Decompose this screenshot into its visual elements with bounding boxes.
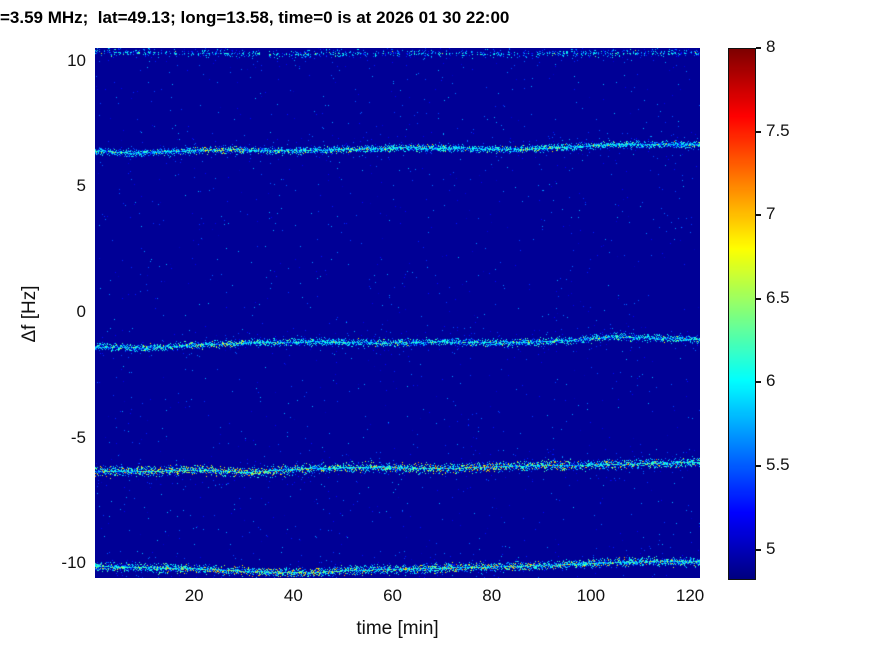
colorbar-tick-mark [756, 548, 761, 551]
y-axis-tick-label: -10 [61, 553, 86, 573]
colorbar-tick-mark [756, 297, 761, 300]
colorbar-tick-label: 6.5 [766, 287, 790, 307]
colorbar-tick-mark [756, 47, 761, 49]
y-axis-tick-label: 10 [67, 50, 86, 70]
x-axis-tick-label: 60 [383, 586, 402, 605]
x-axis-tick-label: 100 [576, 586, 606, 605]
colorbar-tick-mark [756, 214, 761, 217]
spectrogram-canvas [95, 48, 700, 578]
colorbar [728, 48, 756, 580]
colorbar-tick-label: 5 [766, 538, 776, 558]
colorbar-tick-mark [756, 130, 761, 133]
x-axis-label: time [min] [356, 618, 439, 639]
x-axis-tick-label: 80 [482, 586, 502, 605]
colorbar-tick-label: 5.5 [766, 454, 790, 474]
x-axis-tick-label: 40 [283, 586, 303, 605]
x-axis-ticks: 20 40 60 80 100 120 [95, 586, 705, 610]
x-axis-tick-label: 20 [184, 586, 204, 605]
colorbar-ticks: 5 5.5 6 6.5 7 7.5 8 [756, 37, 826, 588]
colorbar-tick-label: 7.5 [766, 120, 790, 140]
colorbar-tick-label: 6 [766, 371, 776, 391]
y-axis-tick-label: 5 [76, 176, 86, 196]
colorbar-tick-label: 7 [766, 204, 776, 224]
plot-title: =3.59 MHz; lat=49.13; long=13.58, time=0… [0, 8, 510, 27]
colorbar-tick-mark [756, 381, 761, 384]
x-axis-tick-label: 120 [675, 586, 705, 605]
y-axis-tick-label: 0 [76, 302, 86, 321]
colorbar-tick-label: 8 [766, 37, 776, 56]
colorbar-tick-mark [756, 464, 761, 467]
y-axis-ticks: -10 -5 0 5 10 [0, 48, 86, 578]
y-axis-tick-label: -5 [70, 427, 86, 447]
